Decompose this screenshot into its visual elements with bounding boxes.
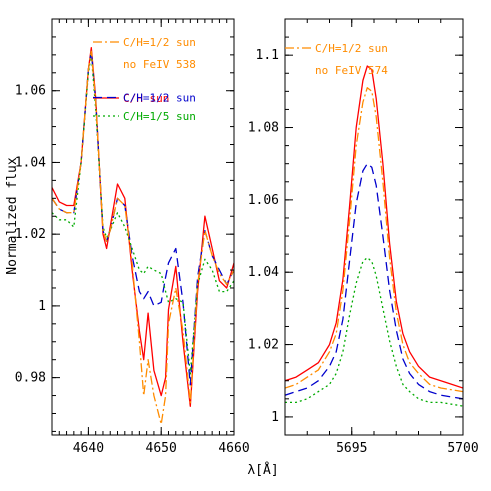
right-legend-label: C/H=1/2 sun <box>315 42 388 55</box>
left-legend-label: C/H=1/5 sun <box>123 110 196 123</box>
right-x-tick-label: 5695 <box>336 441 367 456</box>
right-series-group <box>285 65 463 407</box>
x-axis-title: λ[Å] <box>247 462 278 478</box>
right-y-tick-label: 1 <box>271 410 279 425</box>
left-y-tick-label: 0.98 <box>15 371 46 386</box>
right-series-line-0 <box>285 65 463 389</box>
left-x-tick-label: 4650 <box>146 441 177 456</box>
right-legend-label: no FeIV 574 <box>315 64 388 77</box>
left-y-tick-label: 1.04 <box>15 155 46 170</box>
left-legend-label: C/H sun <box>123 92 169 105</box>
right-y-tick-label: 1.06 <box>248 193 279 208</box>
y-axis-title: Normalized flux <box>5 157 20 275</box>
right-y-tick-label: 1.08 <box>248 121 279 136</box>
chart-panel-left: 4640 4650 4660 0.98 1 1.02 1.04 1.06 C/H=1/2 sun… <box>15 18 250 456</box>
left-series-group <box>52 47 234 425</box>
left-y-tick-label: 1.02 <box>15 227 46 242</box>
left-y-tick-label: 1 <box>38 299 46 314</box>
right-y-tick-label: 1.1 <box>256 48 279 63</box>
left-legend-label: no FeIV 538 <box>123 58 196 71</box>
left-legend-label: C/H=1/2 sun <box>123 92 196 105</box>
left-legend-label: C/H=1/2 sun <box>123 36 196 49</box>
chart-panel-right: 5695 5700 1 1.02 1.04 1.06 1.08 1.1 C/H=1/2 sun n… <box>248 18 479 456</box>
left-plot-frame <box>51 18 235 436</box>
left-x-tick-label: 4640 <box>73 441 104 456</box>
right-series-line-2 <box>285 257 463 407</box>
right-y-tick-label: 1.04 <box>248 265 279 280</box>
left-series-line-3 <box>52 50 234 425</box>
right-y-tick-label: 1.02 <box>248 338 279 353</box>
right-series-line-1 <box>285 163 463 400</box>
left-series-line-2 <box>52 54 234 375</box>
left-y-tick-label: 1.06 <box>15 84 46 99</box>
right-series-line-3 <box>285 87 463 393</box>
right-x-tick-label: 5700 <box>447 441 478 456</box>
left-x-tick-label: 4660 <box>218 441 249 456</box>
